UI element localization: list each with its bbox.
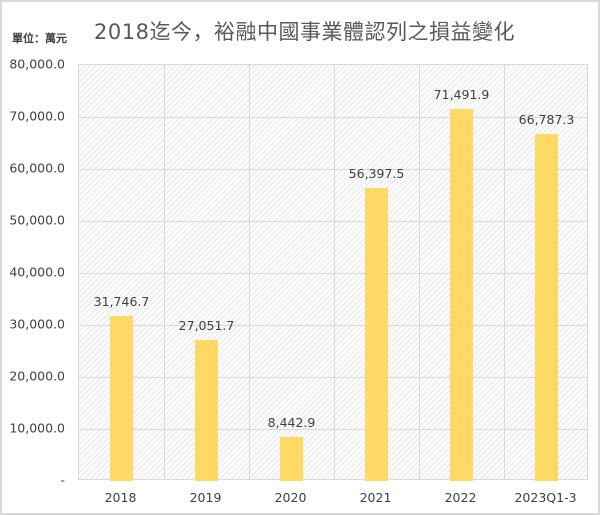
gridline-horizontal [79,272,587,274]
y-tick-label: 70,000.0 [9,108,65,124]
bar-2019 [195,340,218,481]
data-label: 8,442.9 [267,415,316,431]
bar-2023Q1-3 [535,133,558,481]
y-tick-label: 80,000.0 [9,56,65,72]
chart-title: 2018迄今，裕融中國事業體認列之損益變化 [94,20,515,44]
y-tick-label: 20,000.0 [9,368,65,384]
gridline-horizontal [79,324,587,326]
x-tick-label: 2018 [104,490,137,505]
gridline-horizontal [79,428,587,430]
data-label: 71,491.9 [433,87,490,103]
bar-2020 [280,437,303,481]
y-tick-label: 10,000.0 [9,420,65,436]
y-tick-label: 50,000.0 [9,212,65,228]
plot-area: 31,746.7 27,051.7 8,442.9 56,397.5 71,491.9 6… [78,64,588,481]
gridline-horizontal [79,376,587,378]
gridline-vertical [333,65,335,479]
gridline-vertical [248,65,250,479]
unit-label: 單位：萬元 [12,32,67,45]
x-tick-label: 2022 [444,490,477,505]
x-tick-label: 2020 [274,490,307,505]
y-tick-label: 40,000.0 [9,264,65,280]
gridline-vertical [418,65,420,479]
x-tick-label: 2023Q1-3 [514,490,577,505]
data-label: 27,051.7 [178,318,235,334]
y-tick-label: 60,000.0 [9,160,65,176]
gridline-vertical [163,65,165,479]
bar-2021 [365,187,388,481]
gridline-horizontal [79,168,587,170]
bar-2018 [110,315,133,481]
gridline-vertical [503,65,505,479]
x-tick-label: 2021 [359,490,392,505]
y-tick-label: - [60,472,65,488]
data-label: 56,397.5 [348,165,405,181]
data-label: 31,746.7 [93,293,150,309]
gridline-horizontal [79,220,587,222]
gridline-horizontal [79,116,587,118]
data-label: 66,787.3 [518,111,575,127]
x-tick-label: 2019 [189,490,222,505]
bar-2022 [450,109,473,481]
y-tick-label: 30,000.0 [9,316,65,332]
